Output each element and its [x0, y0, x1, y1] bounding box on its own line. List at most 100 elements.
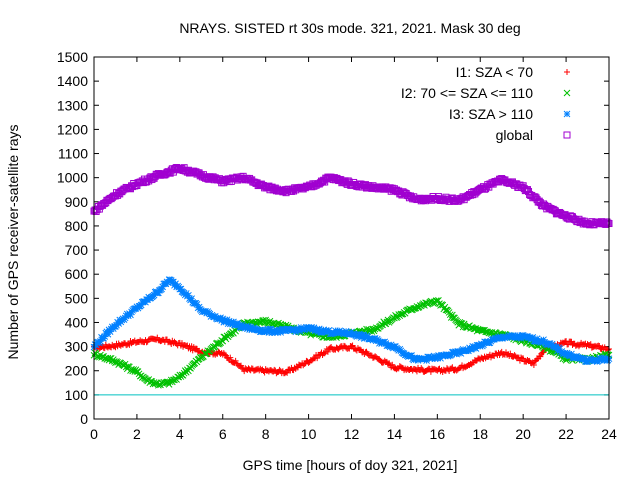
data-point — [159, 283, 167, 291]
plot-frame — [93, 56, 610, 420]
data-point — [175, 373, 183, 381]
y-tick-label: 1000 — [57, 170, 88, 186]
data-point — [284, 369, 291, 376]
data-point — [263, 327, 271, 335]
y-tick-label: 1200 — [57, 121, 88, 137]
x-tick-label: 22 — [558, 426, 574, 442]
data-point — [436, 352, 443, 360]
x-tick-label: 8 — [262, 426, 270, 442]
data-point — [221, 351, 228, 358]
data-point — [313, 326, 321, 334]
legend: I1: SZA < 70 I2: 70 <= SZA <= 110 I3: SZA … — [401, 64, 571, 143]
data-point — [436, 300, 443, 307]
x-tick-label: 24 — [601, 426, 617, 442]
data-point — [155, 289, 162, 297]
data-point — [137, 301, 145, 309]
data-point — [219, 337, 227, 345]
data-point — [217, 314, 224, 322]
data-point — [603, 218, 611, 226]
data-point — [596, 343, 603, 350]
data-point — [324, 348, 331, 355]
y-tick-label: 1400 — [57, 73, 88, 89]
data-point — [537, 353, 544, 360]
axis-ticks: 0 2 4 6 8 10 12 14 16 18 20 22 240100200300400500600… — [57, 49, 617, 442]
data-point — [562, 351, 570, 359]
data-point — [166, 378, 174, 386]
data-point — [265, 329, 273, 336]
y-tick-label: 300 — [65, 339, 89, 355]
data-point — [376, 356, 383, 363]
data-point — [477, 340, 485, 348]
data-point — [325, 327, 333, 334]
data-point — [301, 361, 308, 368]
data-point — [232, 357, 239, 364]
y-axis-label: Number of GPS receiver-satellite rays — [5, 125, 21, 360]
series-0 — [91, 334, 612, 377]
data-point — [177, 285, 185, 293]
y-tick-label: 200 — [65, 363, 89, 379]
y-tick-label: 0 — [80, 411, 88, 427]
data-point — [449, 364, 456, 371]
data-point — [514, 332, 522, 339]
x-tick-label: 10 — [301, 426, 317, 442]
data-point — [568, 350, 575, 358]
legend-marker — [563, 110, 571, 118]
data-point — [267, 325, 275, 333]
data-point — [225, 317, 233, 325]
x-tick-label: 20 — [515, 426, 531, 442]
data-point — [101, 333, 109, 340]
legend-label: I3: SZA > 110 — [449, 106, 533, 122]
data-point — [540, 336, 547, 344]
data-point — [241, 324, 249, 332]
y-tick-label: 100 — [65, 387, 89, 403]
data-point — [520, 355, 527, 362]
data-point — [106, 328, 114, 335]
data-point — [600, 354, 607, 362]
data-point — [472, 345, 480, 352]
data-point — [320, 326, 327, 334]
data-points — [90, 163, 613, 389]
series-2 — [90, 276, 613, 366]
data-point — [587, 341, 594, 348]
x-tick-label: 0 — [90, 426, 98, 442]
data-point — [332, 327, 339, 335]
data-point — [578, 356, 586, 364]
data-point — [529, 334, 537, 341]
x-tick-label: 16 — [430, 426, 446, 442]
series-3 — [90, 163, 613, 229]
data-point — [244, 325, 251, 333]
data-point — [270, 327, 278, 335]
data-point — [187, 365, 194, 372]
data-point — [309, 326, 317, 334]
x-tick-label: 6 — [219, 426, 227, 442]
data-point — [356, 331, 364, 338]
x-tick-label: 18 — [472, 426, 488, 442]
data-point — [97, 337, 104, 345]
legend-label: I2: 70 <= SZA <= 110 — [401, 85, 533, 101]
legend-label: I1: SZA < 70 — [456, 64, 534, 80]
data-point — [261, 328, 268, 336]
data-point — [245, 323, 252, 330]
x-tick-label: 4 — [176, 426, 184, 442]
legend-marker — [563, 89, 571, 97]
y-tick-label: 1500 — [57, 49, 88, 65]
data-point — [100, 334, 108, 342]
data-point — [371, 335, 379, 342]
data-point — [534, 355, 541, 362]
data-point — [457, 350, 465, 357]
data-point — [167, 376, 175, 384]
data-point — [408, 352, 415, 359]
data-point — [92, 341, 100, 349]
data-point — [124, 312, 132, 320]
x-tick-label: 14 — [387, 426, 403, 442]
data-point — [477, 326, 485, 334]
data-point — [150, 291, 158, 299]
y-tick-label: 500 — [65, 290, 89, 306]
data-point — [291, 326, 298, 334]
y-tick-label: 600 — [65, 266, 89, 282]
data-point — [229, 320, 236, 328]
y-tick-label: 1100 — [58, 146, 88, 162]
data-point — [370, 327, 378, 335]
data-point — [127, 311, 134, 319]
